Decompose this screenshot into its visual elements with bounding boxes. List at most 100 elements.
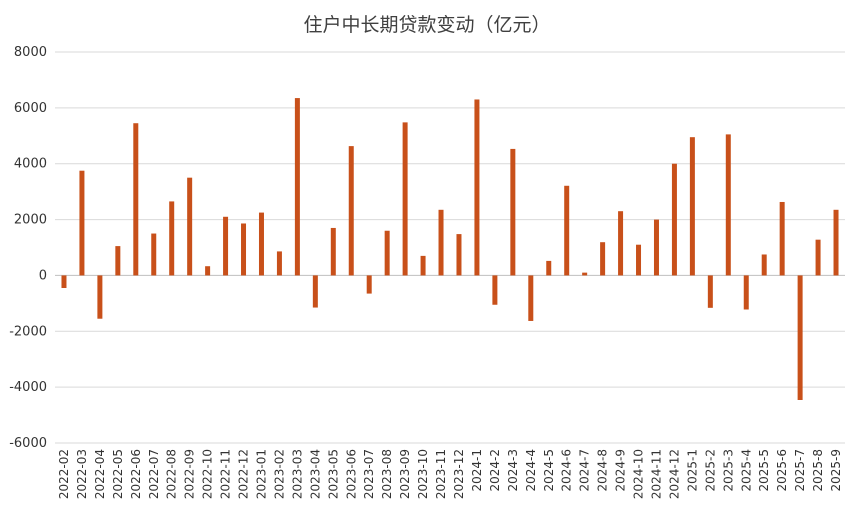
bar [689, 137, 695, 276]
bar [582, 272, 588, 276]
bar [276, 251, 282, 276]
x-tick-label: 2024-4 [524, 449, 538, 492]
bar [420, 255, 426, 276]
y-tick-label: -4000 [9, 380, 47, 395]
bar [761, 254, 767, 276]
bar [187, 177, 193, 276]
bar [402, 122, 408, 276]
x-tick-label: 2022-08 [165, 449, 179, 499]
x-tick-label: 2025-4 [739, 449, 753, 492]
bar [707, 275, 713, 308]
gridlines [55, 51, 845, 444]
bar [600, 242, 606, 276]
bar [653, 219, 659, 276]
y-tick-label: 8000 [14, 45, 47, 60]
x-tick-label: 2023-01 [254, 449, 268, 499]
x-tick-label: 2024-1 [470, 449, 484, 492]
bar [384, 230, 390, 276]
bar [456, 234, 462, 276]
x-tick-label: 2024-8 [596, 449, 610, 492]
x-tick-label: 2023-04 [308, 449, 322, 499]
x-tick-label: 2022-12 [237, 449, 251, 499]
x-tick-label: 2024-9 [614, 449, 628, 492]
x-tick-label: 2025-2 [703, 449, 717, 492]
x-axis: 2022-02 2022-03 2022-04 2022-05 2022-06 2022-… [57, 449, 843, 499]
x-tick-label: 2022-06 [129, 449, 143, 499]
x-tick-label: 2023-02 [272, 449, 286, 499]
bar [743, 275, 749, 310]
chart-title: 住户中长期贷款变动（亿元） [303, 14, 550, 36]
bar [223, 216, 229, 276]
x-tick-label: 2024-5 [542, 449, 556, 492]
y-tick-label: 6000 [14, 101, 47, 116]
bar [671, 163, 677, 276]
bar [97, 275, 103, 319]
y-tick-label: 2000 [14, 213, 47, 228]
bar [492, 275, 498, 305]
bar [797, 275, 803, 400]
x-tick-label: 2022-04 [93, 449, 107, 499]
x-tick-label: 2024-11 [649, 449, 663, 499]
x-tick-label: 2022-11 [219, 449, 233, 499]
y-tick-label: 0 [39, 268, 47, 283]
bar [438, 209, 444, 276]
x-tick-label: 2025-9 [829, 449, 843, 492]
y-axis: 8000 6000 4000 2000 0 -2000 -4000 -6000 [9, 45, 47, 451]
y-tick-label: -6000 [9, 436, 47, 451]
bar [833, 209, 839, 276]
x-tick-label: 2023-07 [362, 449, 376, 499]
x-tick-label: 2025-7 [793, 449, 807, 492]
x-tick-label: 2023-06 [344, 449, 358, 499]
x-tick-label: 2022-07 [147, 449, 161, 499]
bar [79, 170, 85, 276]
bar [366, 275, 372, 294]
bar [779, 201, 785, 276]
bar [528, 275, 534, 321]
x-tick-label: 2023-10 [416, 449, 430, 499]
bar [618, 211, 624, 276]
bar [725, 134, 731, 276]
x-tick-label: 2023-05 [326, 449, 340, 499]
x-tick-label: 2023-03 [290, 449, 304, 499]
x-tick-label: 2022-10 [201, 449, 215, 499]
bar [258, 212, 264, 276]
bar [115, 246, 121, 276]
bar [241, 223, 247, 276]
bar [564, 185, 570, 276]
bar [636, 244, 642, 276]
bar [546, 260, 552, 276]
x-tick-label: 2025-8 [811, 449, 825, 492]
bar [294, 98, 300, 276]
x-tick-label: 2022-02 [57, 449, 71, 499]
bar [312, 275, 318, 308]
x-tick-label: 2024-2 [488, 449, 502, 492]
x-tick-label: 2024-10 [632, 449, 646, 499]
bar [510, 148, 516, 276]
bar [205, 266, 211, 276]
bar [151, 233, 157, 276]
x-tick-label: 2022-09 [183, 449, 197, 499]
bar [348, 146, 354, 276]
x-tick-label: 2023-09 [398, 449, 412, 499]
bars [61, 98, 839, 400]
bar [474, 99, 480, 276]
bar [61, 275, 67, 288]
bar [815, 239, 821, 276]
bar [169, 201, 175, 276]
x-tick-label: 2023-08 [380, 449, 394, 499]
x-tick-label: 2024-12 [667, 449, 681, 499]
y-tick-label: -2000 [9, 324, 47, 339]
x-tick-label: 2025-5 [757, 449, 771, 492]
x-tick-label: 2025-1 [685, 449, 699, 492]
x-tick-label: 2024-7 [578, 449, 592, 492]
x-tick-label: 2022-05 [111, 449, 125, 499]
bar [330, 227, 336, 276]
x-tick-label: 2024-6 [560, 449, 574, 492]
x-tick-label: 2022-03 [75, 449, 89, 499]
x-tick-label: 2025-6 [775, 449, 789, 492]
x-tick-label: 2024-3 [506, 449, 520, 492]
x-tick-label: 2025-3 [721, 449, 735, 492]
bar [133, 123, 139, 276]
x-tick-label: 2023-12 [452, 449, 466, 499]
